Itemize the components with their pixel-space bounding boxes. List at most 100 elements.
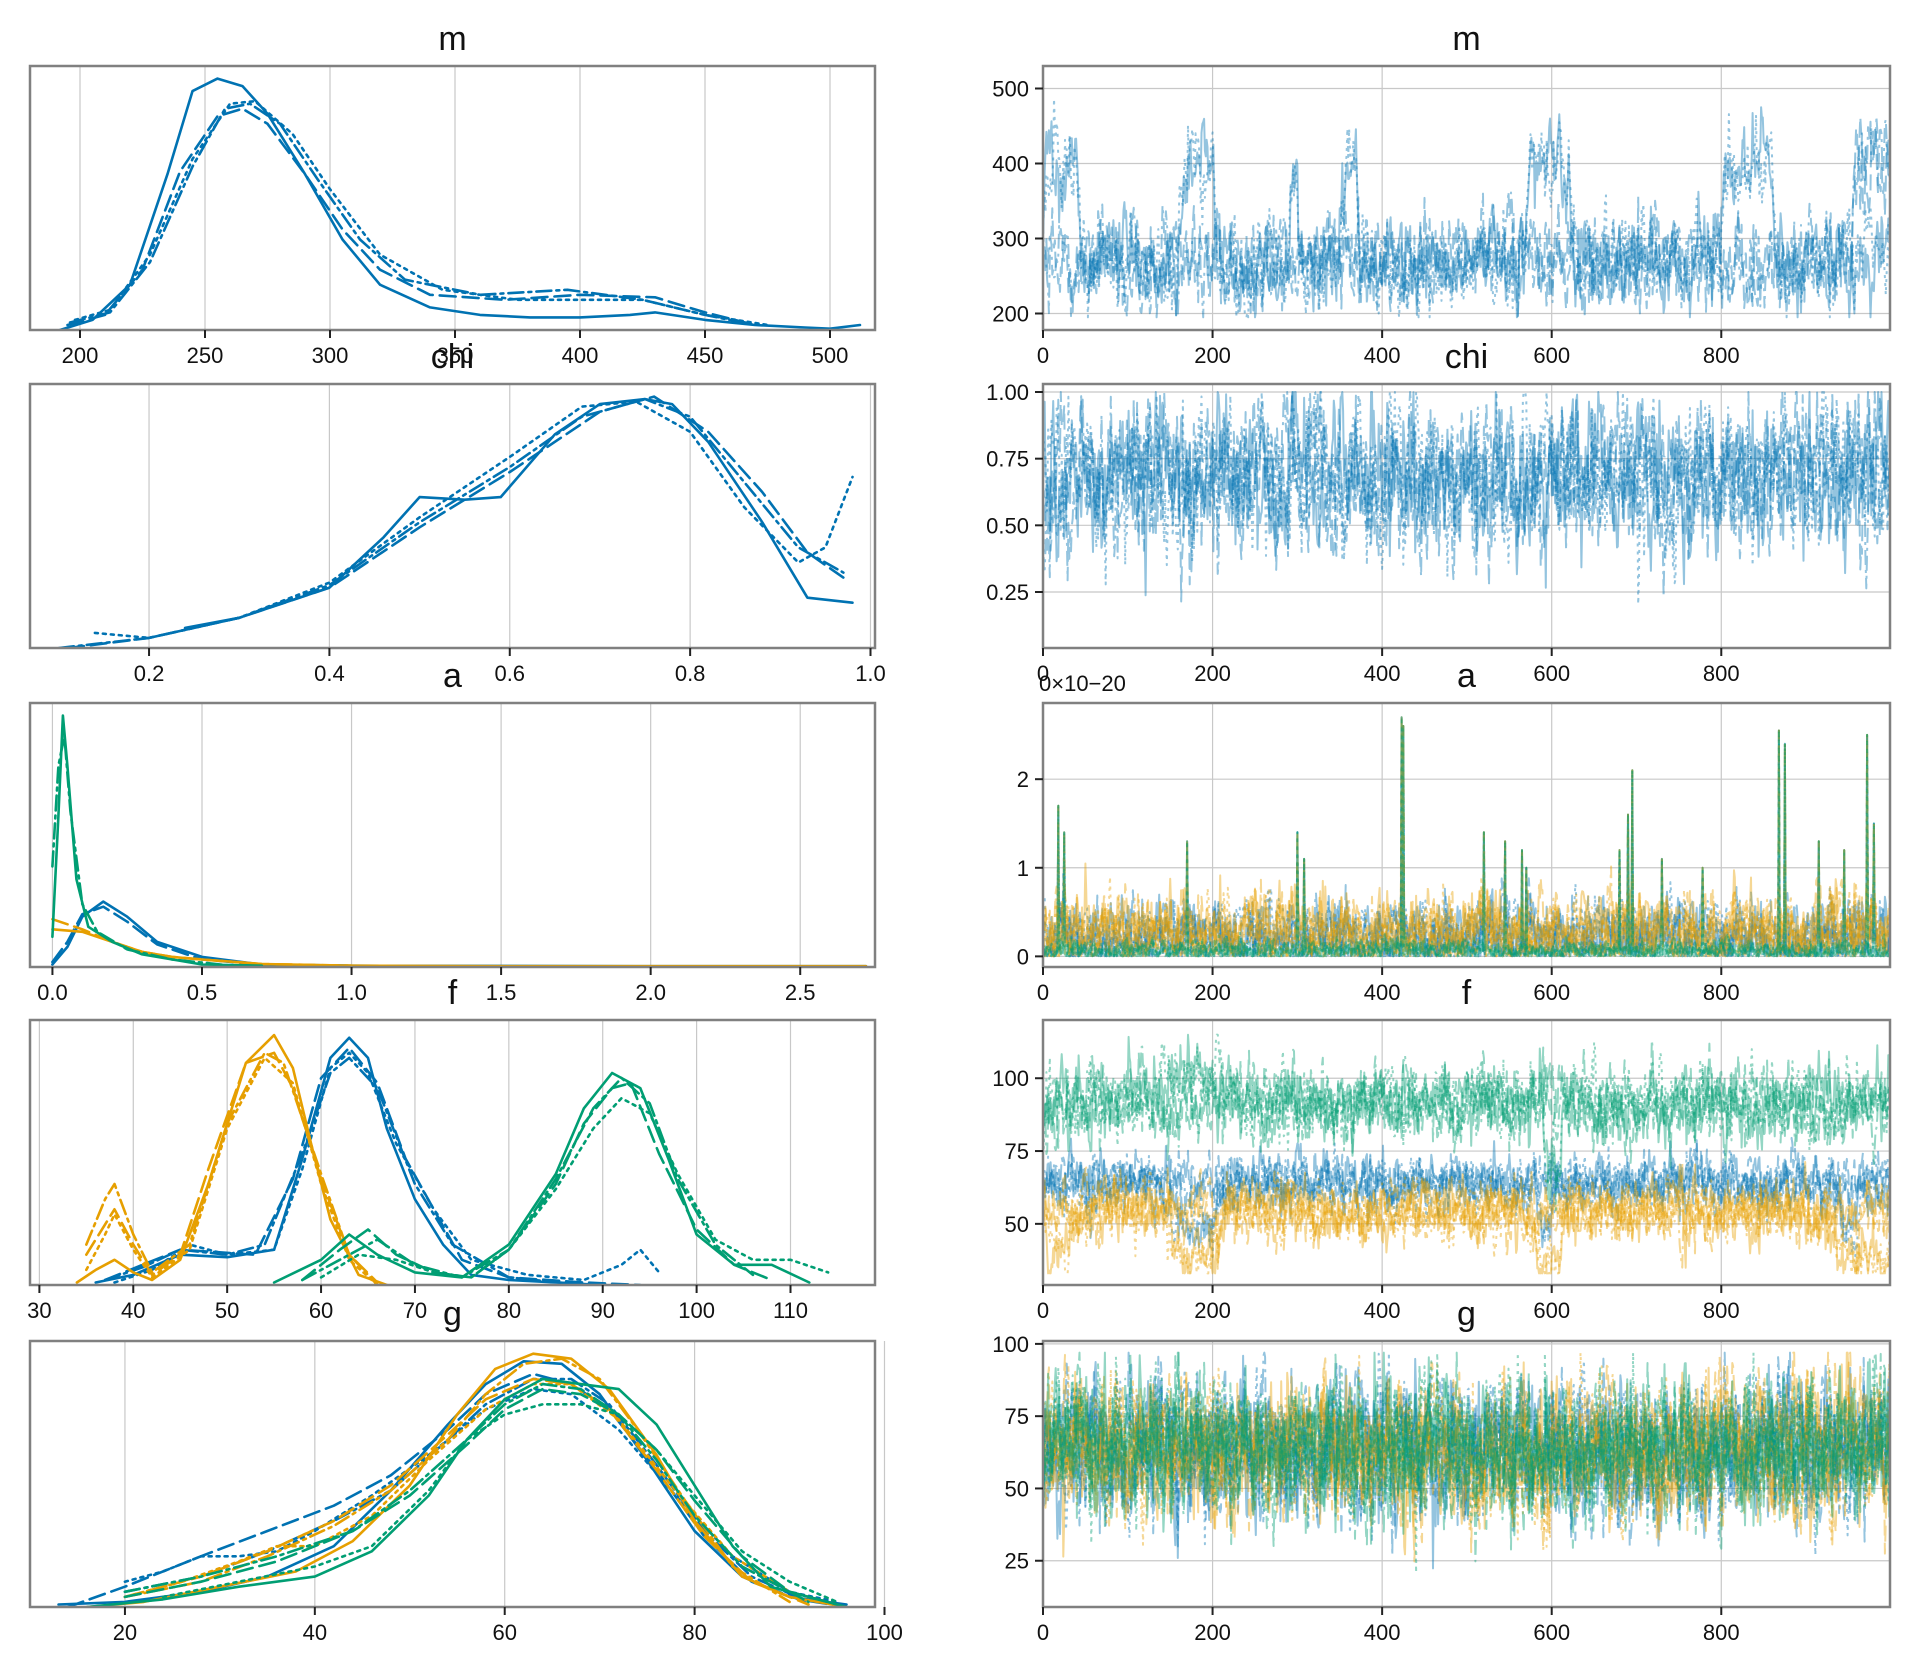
trace-line-c1-chain-3 [1043, 1351, 1890, 1552]
axes-frame [28, 64, 877, 332]
chi-density-panel: 0.2 0.4 0.6 0.8 1.0 chi [28, 338, 886, 686]
axes-frame [1041, 701, 1892, 969]
x-tick-label: 200 [1194, 1298, 1231, 1323]
density-line-c0-dotted [113, 1051, 661, 1284]
x-tick-label: 50 [215, 1298, 239, 1323]
trace-line-c0-chain-3 [1043, 1139, 1890, 1240]
density-line-c0-dashdot [68, 102, 757, 327]
trace-line-c1-chain-3 [1043, 1166, 1890, 1269]
x-tick-label: 70 [403, 1298, 427, 1323]
panel-title: m [438, 20, 466, 58]
y-tick-label: 100 [992, 1066, 1029, 1091]
trace-line-c2-chain-3 [1043, 1039, 1890, 1166]
x-tick-label: 0.8 [675, 661, 706, 686]
x-tick-label: 0.0 [37, 980, 68, 1005]
x-tick-label: 400 [562, 343, 599, 368]
trace-line-c1-chain-1 [1043, 1351, 1890, 1563]
density-line-c0-solid [57, 1360, 848, 1606]
x-tick-label: 100 [678, 1298, 715, 1323]
x-tick-label: 0 [1037, 980, 1049, 1005]
trace-line-c1-chain-2 [1043, 875, 1890, 958]
axes-frame [1041, 1339, 1892, 1609]
x-tick-label: 0.5 [187, 980, 218, 1005]
density-line-c2-dashdot [51, 734, 234, 967]
x-tick-label: 800 [1703, 661, 1740, 686]
trace-line-c1-chain-0 [1043, 1351, 1890, 1558]
trace-line-c2-chain-0 [1043, 1033, 1890, 1205]
density-line-c1-dashdot [123, 1357, 791, 1604]
x-tick-label: 0 [1037, 1620, 1049, 1645]
trace-line-c2-chain-2 [1043, 1351, 1890, 1574]
f-density-panel: 30 40 50 60 70 80 90 100 110 f [27, 974, 877, 1323]
density-line-c2-solid [51, 714, 264, 967]
y-tick-label: 1.00 [986, 380, 1029, 405]
trace-line-c1-chain-3 [1043, 716, 1890, 958]
trace-line-c2-chain-3 [1043, 1351, 1890, 1563]
panel-title: f [448, 974, 458, 1012]
g-trace-panel: 0 200 400 600 800 25 50 75 100 g [992, 1295, 1892, 1645]
density-line-c1-dashdot [85, 1051, 379, 1285]
trace-line-c2-chain-2 [1043, 716, 1890, 958]
trace-line-c1-chain-1 [1043, 716, 1890, 958]
panel-title: g [1457, 1295, 1476, 1333]
axis-offset-label: 0×10−20 [1039, 671, 1126, 696]
y-tick-label: 0.50 [986, 513, 1029, 538]
trace-line-c2-chain-1 [1043, 1351, 1890, 1551]
density-line-c2-solid [272, 1071, 811, 1284]
density-line-c0-dashdot [57, 397, 845, 648]
axes-frame [28, 382, 877, 650]
panel-title: chi [1445, 338, 1488, 376]
chi-trace-panel: 0 200 400 600 800 0.25 0.50 0.75 1.00 chi [986, 338, 1892, 686]
x-tick-label: 200 [1194, 980, 1231, 1005]
plot-area [1043, 1351, 1890, 1574]
trace-line-c1-chain-0 [1043, 862, 1890, 958]
plot-area [57, 1352, 848, 1607]
y-tick-label: 75 [1005, 1404, 1029, 1429]
density-line-c1-dashed [51, 917, 353, 967]
g-density-panel: 20 40 60 80 100 g [28, 1295, 903, 1645]
density-line-c0-dashed [66, 395, 845, 648]
trace-line-c0-chain-2 [1043, 716, 1890, 958]
trace-line-c1-chain-1 [1043, 1160, 1890, 1275]
trace-line-c0-chain-0 [1043, 1137, 1890, 1249]
density-line-c0-dashed [66, 107, 757, 327]
trace-line-c0-chain-1 [1043, 115, 1890, 319]
density-line-c2-solid [85, 1377, 848, 1607]
y-tick-label: 1 [1017, 856, 1029, 881]
density-line-c2-dashed [301, 1081, 773, 1282]
axes-frame [1041, 1018, 1892, 1287]
x-tick-label: 350 [437, 343, 474, 368]
trace-line-c2-chain-1 [1043, 933, 1890, 958]
m-trace-panel: 0 200 400 600 800 200 300 400 500 m [992, 20, 1892, 368]
density-line-c1-dotted [123, 1382, 839, 1606]
trace-line-c0-chain-3 [1043, 872, 1890, 958]
trace-line-c1-chain-2 [1043, 1351, 1890, 1548]
trace-line-c2-chain-0 [1043, 1351, 1890, 1537]
trace-line-c0-chain-1 [1043, 877, 1890, 958]
x-tick-label: 600 [1533, 343, 1570, 368]
x-tick-label: 200 [1194, 661, 1231, 686]
x-tick-label: 400 [1364, 1620, 1401, 1645]
trace-line-c0-chain-0 [1043, 106, 1890, 319]
plot-area [75, 1033, 830, 1285]
x-tick-label: 0 [1037, 661, 1049, 686]
x-tick-label: 200 [1194, 1620, 1231, 1645]
plot-area [51, 714, 868, 967]
y-tick-label: 50 [1005, 1212, 1029, 1237]
x-tick-label: 80 [497, 1298, 521, 1323]
panel-title: a [443, 657, 462, 695]
x-tick-label: 400 [1364, 980, 1401, 1005]
plot-area [57, 395, 854, 648]
x-tick-label: 80 [682, 1620, 706, 1645]
density-line-c0-solid [183, 397, 854, 630]
plot-area [1043, 391, 1890, 606]
x-tick-label: 200 [1194, 343, 1231, 368]
density-line-c0-dashdot [103, 1056, 586, 1285]
x-tick-label: 30 [27, 1298, 51, 1323]
density-line-c2-dashdot [123, 1382, 810, 1604]
plot-area [1043, 97, 1890, 319]
trace-line-c0-chain-1 [1043, 1136, 1890, 1222]
x-tick-label: 40 [121, 1298, 145, 1323]
axes-frame [1041, 64, 1892, 332]
